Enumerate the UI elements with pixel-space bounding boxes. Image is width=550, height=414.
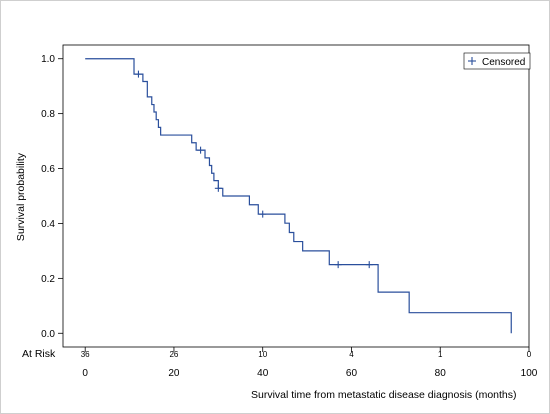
legend-censored-symbol	[468, 57, 476, 65]
x-tick-label: 80	[435, 368, 447, 379]
censor-mark	[365, 261, 373, 269]
at-risk-table: At Risk 36 26 10 4 1 0	[22, 348, 532, 360]
y-axis-label: Survival probability	[15, 152, 27, 241]
x-axis: 0 20 40 60 80 100	[82, 347, 538, 379]
y-tick-label: 0.8	[41, 109, 55, 120]
censor-mark	[334, 261, 342, 269]
y-tick-label: 0.0	[41, 329, 55, 340]
survival-curve	[85, 58, 512, 334]
legend: Censored	[463, 52, 531, 70]
x-tick-label: 60	[346, 368, 358, 379]
censor-mark	[197, 146, 205, 154]
x-axis-label: Survival time from metastatic disease di…	[251, 389, 517, 401]
y-axis: 0.0 0.2 0.4 0.6 0.8 1.0	[41, 54, 63, 340]
y-tick-label: 1.0	[41, 54, 55, 65]
at-risk-count: 26	[169, 350, 178, 359]
at-risk-count: 0	[527, 350, 532, 359]
plot-area	[62, 44, 530, 348]
censor-mark	[134, 70, 142, 78]
y-tick-label: 0.2	[41, 274, 55, 285]
legend-censored-label: Censored	[482, 57, 525, 68]
censor-mark	[259, 210, 267, 218]
at-risk-count: 36	[81, 350, 90, 359]
x-tick-label: 20	[168, 368, 180, 379]
censor-mark	[214, 184, 222, 192]
at-risk-count: 1	[438, 350, 443, 359]
y-tick-label: 0.6	[41, 164, 55, 175]
legend-box	[463, 52, 531, 70]
at-risk-label: At Risk	[22, 348, 56, 360]
censor-marks	[134, 70, 373, 269]
survival-curves	[85, 58, 512, 334]
x-tick-label: 40	[257, 368, 269, 379]
x-tick-label: 0	[82, 368, 88, 379]
at-risk-count: 10	[258, 350, 267, 359]
at-risk-count: 4	[349, 350, 354, 359]
y-tick-label: 0.4	[41, 219, 55, 230]
x-tick-label: 100	[521, 368, 538, 379]
